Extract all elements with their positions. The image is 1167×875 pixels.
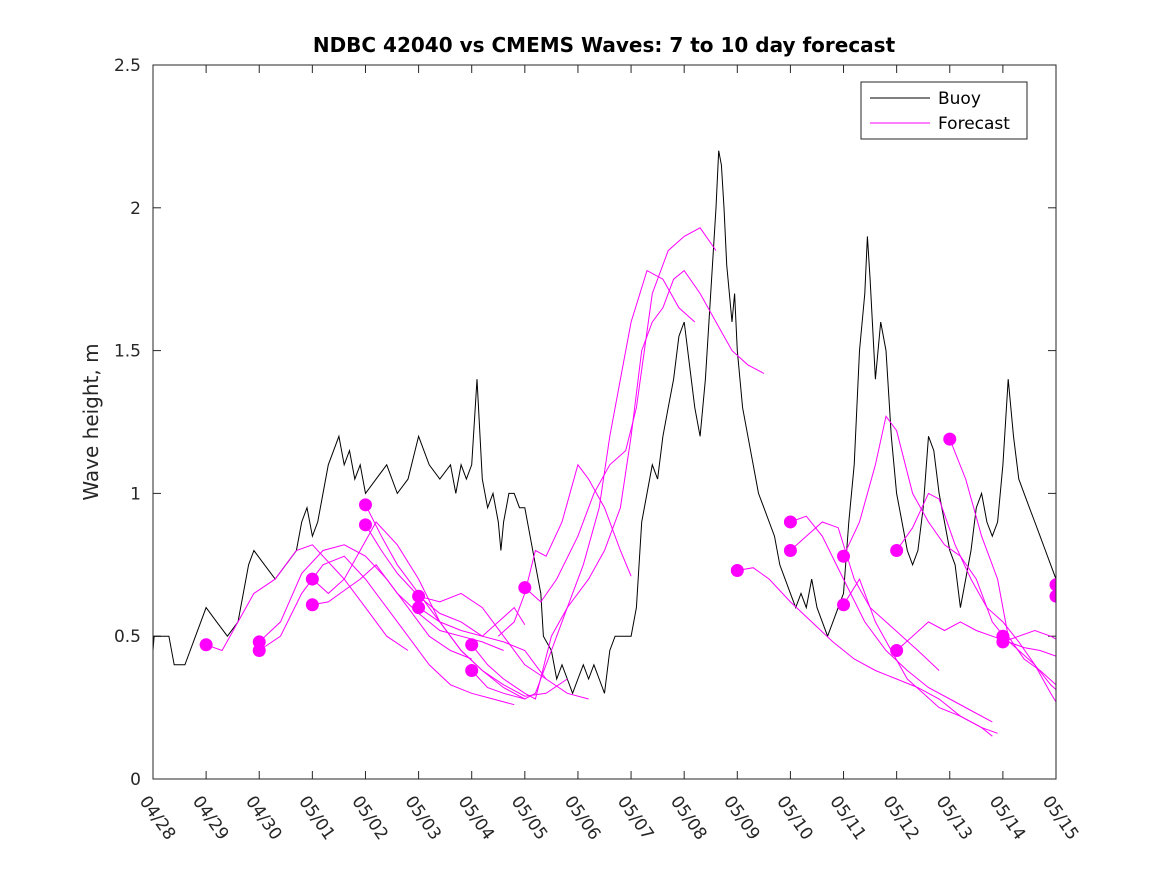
chart-title: NDBC 42040 vs CMEMS Waves: 7 to 10 day f…	[313, 33, 896, 57]
forecast-line-10	[471, 269, 765, 700]
forecast-start-marker	[412, 589, 426, 603]
forecast-line-18	[843, 577, 998, 734]
forecast-line-11	[471, 269, 696, 700]
forecast-start-marker	[837, 598, 851, 612]
forecast-line-19	[896, 492, 1056, 703]
plot-area	[153, 65, 1056, 779]
y-tick-label: 0.5	[114, 627, 141, 647]
forecast-start-marker	[465, 638, 479, 652]
forecast-start-marker	[837, 549, 851, 563]
forecast-start-marker	[890, 544, 904, 558]
y-tick-label: 2.5	[114, 56, 141, 76]
y-tick-label: 2	[130, 199, 141, 219]
forecast-line-20	[896, 621, 1056, 657]
forecast-start-marker	[1049, 589, 1056, 603]
forecast-line-1	[205, 544, 409, 652]
forecast-start-marker	[358, 518, 372, 532]
legend-label-forecast: Forecast	[938, 114, 1010, 134]
forecast-start-marker	[783, 515, 797, 529]
legend: Buoy Forecast	[860, 81, 1028, 140]
forecast-start-marker	[890, 643, 904, 657]
forecast-line-8	[418, 592, 589, 700]
legend-label-buoy: Buoy	[938, 89, 981, 109]
forecast-line-13	[497, 463, 632, 637]
forecast-start-marker	[358, 498, 372, 512]
plot-frame	[152, 64, 1057, 780]
forecast-line-23	[1002, 629, 1056, 643]
forecast-start-marker	[199, 638, 213, 652]
legend-box	[860, 81, 1028, 140]
forecast-line-16	[790, 521, 940, 671]
forecast-line-5	[312, 564, 504, 651]
forecast-line-7	[365, 524, 547, 680]
forecast-line-14	[737, 567, 993, 737]
y-tick-label: 0	[130, 770, 141, 790]
y-tick-labels: 0 0.5 1 1.5 2 2.5	[114, 56, 141, 790]
forecast-line-12	[524, 227, 717, 603]
plot-series	[153, 150, 1056, 737]
forecast-start-marker	[783, 544, 797, 558]
y-tick-label: 1.5	[114, 342, 141, 362]
forecast-start-marker	[943, 432, 957, 446]
forecast-start-marker	[1049, 578, 1056, 592]
forecast-start-marker	[518, 581, 532, 595]
forecast-start-marker	[730, 564, 744, 578]
forecast-line-2	[258, 555, 515, 706]
forecast-start-marker	[305, 598, 319, 612]
forecast-start-marker	[252, 635, 266, 649]
forecast-start-marker	[996, 635, 1010, 649]
y-tick-label: 1	[130, 484, 141, 504]
forecast-start-marker	[465, 663, 479, 677]
forecast-line-3	[258, 544, 472, 660]
forecast-line-22	[1002, 635, 1056, 691]
forecast-start-marker	[412, 601, 426, 615]
forecast-line-15	[790, 515, 993, 723]
forecast-start-marker	[305, 572, 319, 586]
y-axis-label: Wave height, m	[79, 343, 103, 500]
buoy-line	[153, 150, 1056, 695]
forecast-line-17	[843, 415, 1009, 643]
forecast-line-9	[418, 606, 526, 637]
